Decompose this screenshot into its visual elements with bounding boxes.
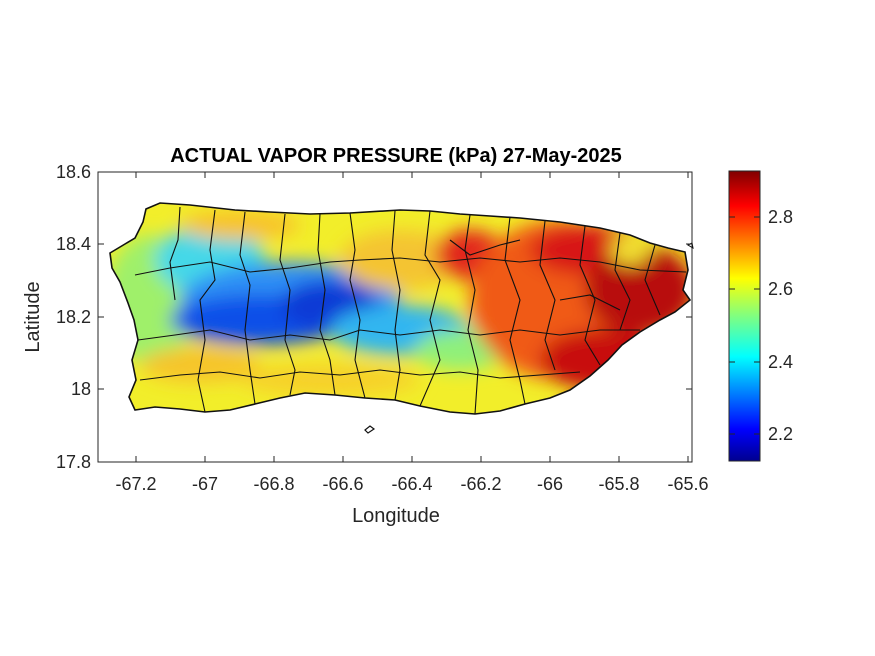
colorbar-tick-label: 2.6 [768,279,793,299]
offshore-island [364,425,376,434]
x-tick-label: -66.8 [253,474,294,494]
y-axis-ticks [98,171,692,463]
y-tick-label: 17.8 [56,452,91,472]
municipality-boundaries [134,206,687,415]
x-tick-label: -66.4 [391,474,432,494]
colorbar-tick-label: 2.4 [768,352,793,372]
colorbar-ticks [729,216,760,435]
colorbar-tick-label: 2.2 [768,424,793,444]
x-axis-label: Longitude [352,505,440,527]
y-tick-label: 18.2 [56,307,91,327]
y-tick-label: 18.4 [56,234,91,254]
x-tick-label: -66.2 [460,474,501,494]
colorbar-tick-label: 2.8 [768,207,793,227]
x-axis-ticks [135,172,689,462]
x-tick-label: -66 [537,474,563,494]
vapor-pressure-field [110,203,690,414]
x-tick-label: -65.8 [598,474,639,494]
chart-title: ACTUAL VAPOR PRESSURE (kPa) 27-May-2025 [170,145,622,167]
y-tick-label: 18.6 [56,162,91,182]
x-tick-label: -67.2 [115,474,156,494]
x-tick-label: -67 [192,474,218,494]
island-outline [109,202,692,415]
colorbar [728,170,761,462]
x-tick-label: -65.6 [667,474,708,494]
y-tick-label: 18 [71,379,91,399]
x-tick-label: -66.6 [322,474,363,494]
y-axis-label: Latitude [22,281,44,352]
